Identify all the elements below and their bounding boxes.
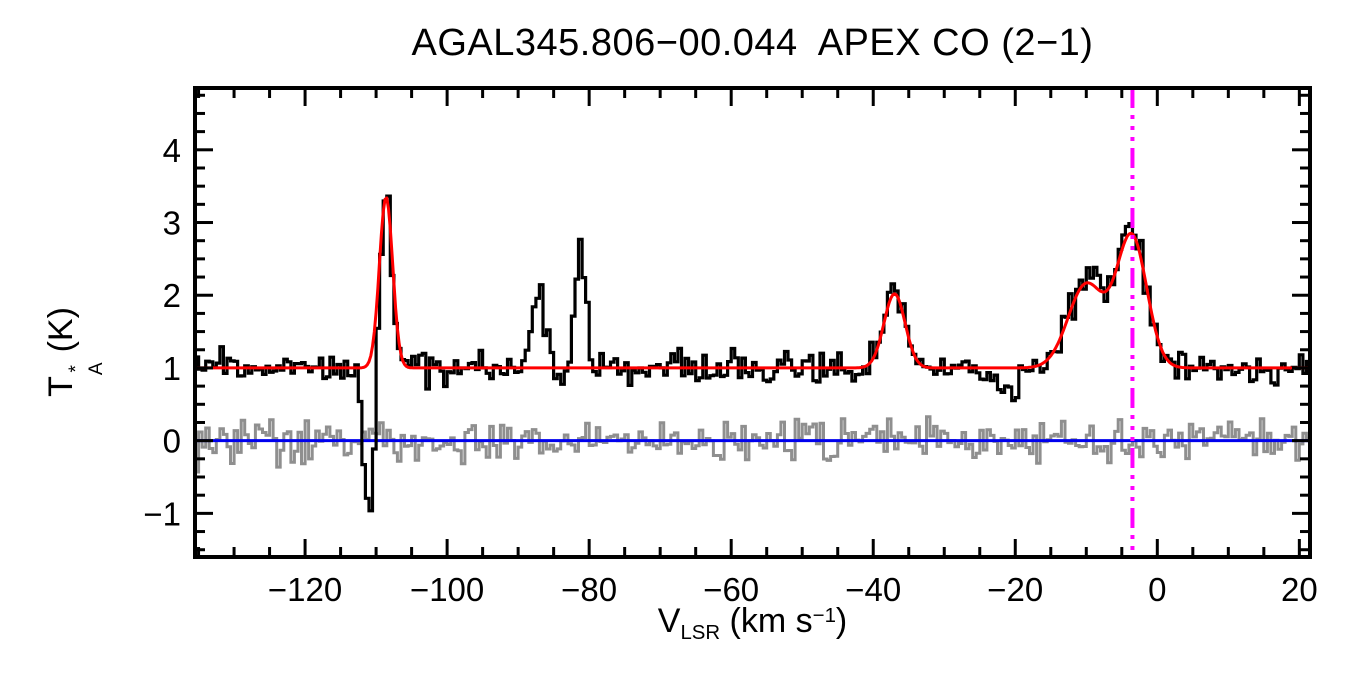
- y-tick-label: 1: [163, 350, 181, 387]
- x-axis-symbol: V: [657, 602, 681, 640]
- x-axis-subscript: LSR: [680, 622, 721, 645]
- spectrum-trace: [195, 194, 1310, 513]
- x-axis-label: VLSR (km s−1): [195, 602, 1310, 645]
- x-tick-label: −80: [561, 571, 617, 608]
- x-tick-label: −120: [268, 571, 342, 608]
- plot-title: AGAL345.806−00.044 APEX CO (2−1): [411, 22, 1094, 64]
- plot-area: [195, 88, 1310, 557]
- y-tick-label: 0: [163, 423, 181, 460]
- y-tick-label: 4: [163, 132, 181, 169]
- x-tick-label: −20: [987, 571, 1043, 608]
- x-tick-label: −60: [703, 571, 759, 608]
- x-axis-unit-open: (km s: [720, 602, 813, 640]
- x-tick-label: 20: [1281, 571, 1318, 608]
- y-tick-label: −1: [143, 495, 181, 532]
- x-tick-label: −40: [845, 571, 901, 608]
- plot-frame: [193, 86, 1312, 559]
- y-tick-label: 2: [163, 277, 181, 314]
- x-axis-unit-close: ): [835, 602, 848, 640]
- x-tick-label: 0: [1148, 571, 1166, 608]
- gaussian-fit-curve: [195, 196, 1310, 370]
- residual-trace: [195, 415, 1310, 474]
- x-axis-superscript: −1: [812, 604, 836, 627]
- x-tick-label: −100: [410, 571, 484, 608]
- y-tick-label: 3: [163, 205, 181, 242]
